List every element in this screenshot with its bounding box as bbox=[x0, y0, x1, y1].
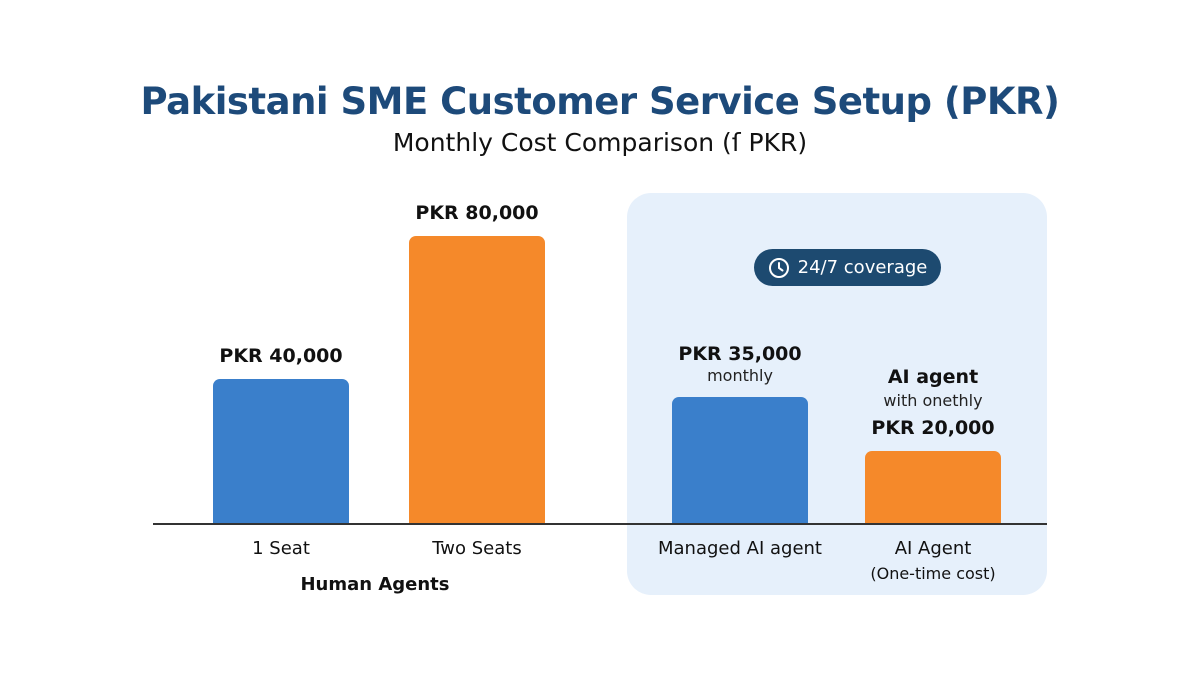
ai-agent-annotation-title: AI agent bbox=[887, 366, 979, 388]
chart-subtitle: Monthly Cost Comparison (ſ PKR) bbox=[392, 128, 808, 157]
category-label-1: 1 Seat bbox=[252, 538, 310, 559]
value-label-2: PKR 80,000 bbox=[415, 202, 539, 224]
clock-icon bbox=[768, 257, 789, 278]
category-label-4: AI Agent bbox=[894, 538, 972, 559]
coverage-badge-text: 24/7 coverage bbox=[797, 257, 928, 278]
bar-4 bbox=[865, 451, 1001, 523]
coverage-badge: 24/7 coverage bbox=[754, 249, 941, 286]
x-axis-baseline bbox=[153, 523, 1047, 525]
bar-1 bbox=[213, 379, 349, 523]
category-label-3: Managed AI agent bbox=[658, 538, 822, 559]
managed-monthly-note: monthly bbox=[707, 366, 773, 385]
chart-title: Pakistani SME Customer Service Setup (PK… bbox=[140, 80, 1060, 123]
value-label-3: PKR 35,000 bbox=[678, 343, 802, 365]
bar-3 bbox=[672, 397, 808, 523]
value-label-4: PKR 20,000 bbox=[871, 417, 995, 439]
value-label-1: PKR 40,000 bbox=[219, 345, 343, 367]
ai-agent-annotation-note: with onethly bbox=[883, 391, 983, 410]
human-agents-group-label: Human Agents bbox=[300, 574, 450, 595]
category-note-4: (One-time cost) bbox=[870, 564, 996, 583]
category-label-2: Two Seats bbox=[432, 538, 522, 559]
bar-2 bbox=[409, 236, 545, 523]
